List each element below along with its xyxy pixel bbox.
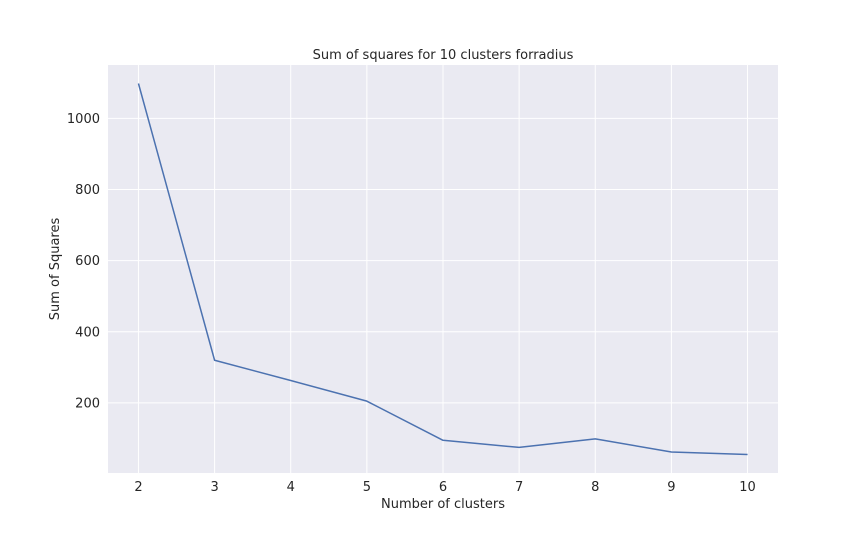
y-tick-label: 200	[75, 396, 100, 411]
y-tick-label: 1000	[67, 112, 100, 127]
x-axis-ticks: 2 3 4 5 6 7 8 9 10	[134, 480, 756, 495]
x-tick-label: 10	[739, 480, 756, 495]
x-tick-label: 3	[210, 480, 218, 495]
x-axis-label: Number of clusters	[381, 497, 505, 512]
y-tick-label: 800	[75, 183, 100, 198]
series	[137, 83, 748, 456]
x-tick-label: 2	[134, 480, 142, 495]
x-tick-label: 8	[591, 480, 599, 495]
x-tick-label: 5	[363, 480, 371, 495]
y-tick-label: 600	[75, 254, 100, 269]
y-tick-label: 400	[75, 325, 100, 340]
chart-title: Sum of squares for 10 clusters forradius	[313, 48, 574, 63]
y-axis-ticks: 200 400 600 800 1000	[67, 112, 100, 412]
x-tick-label: 6	[439, 480, 447, 495]
x-tick-label: 9	[667, 480, 675, 495]
grid	[108, 65, 778, 473]
x-tick-label: 7	[515, 480, 523, 495]
x-tick-label: 4	[287, 480, 295, 495]
y-axis-label: Sum of Squares	[48, 218, 63, 321]
